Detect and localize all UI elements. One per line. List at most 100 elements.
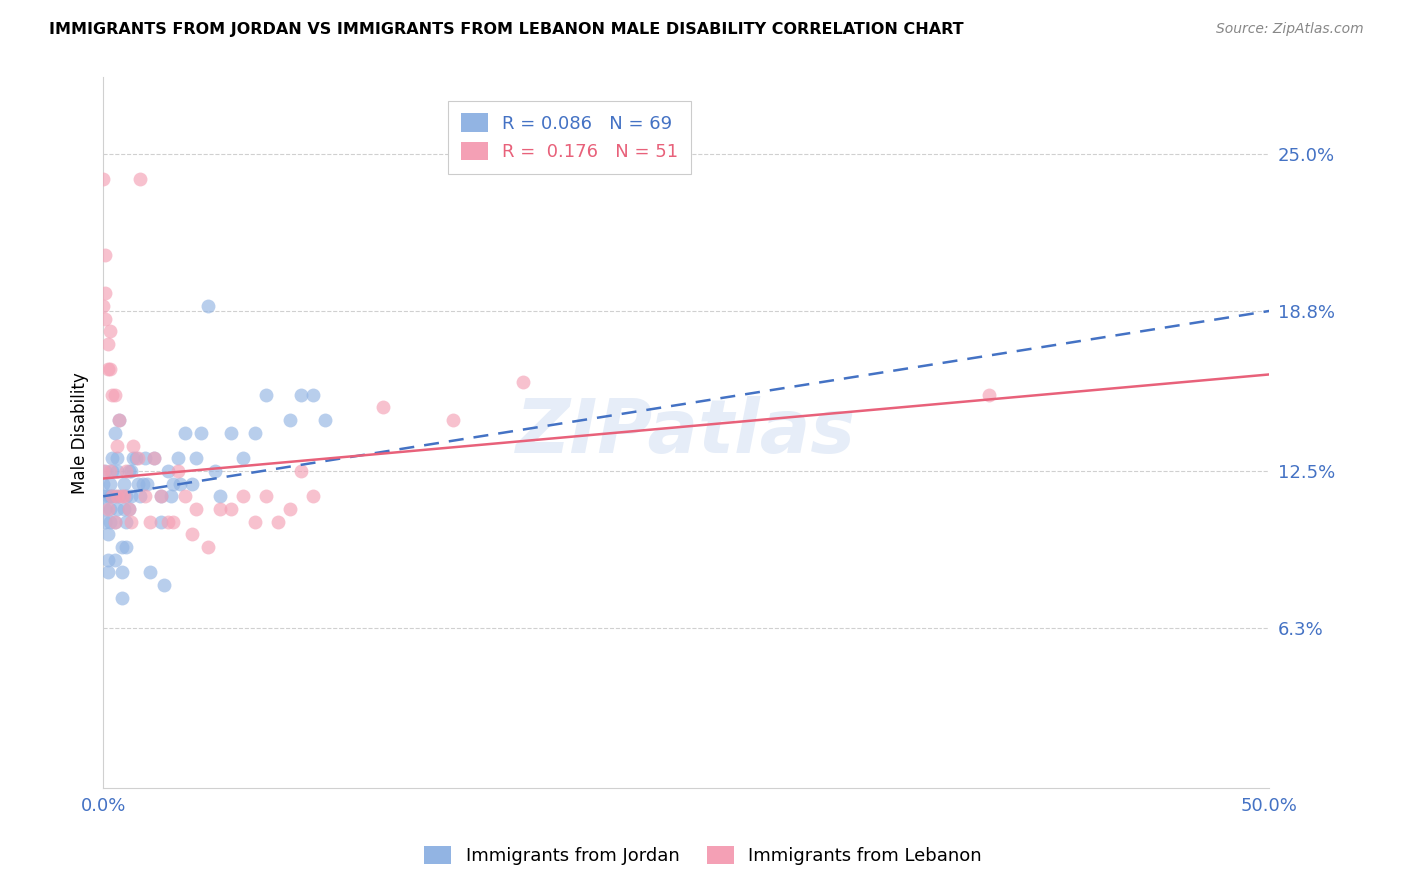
Point [97,337,120,351]
Point [221,425,243,440]
Point [221,502,243,516]
Point [134,489,156,503]
Point [105,464,128,478]
Point [112,476,135,491]
Point [150,515,173,529]
Y-axis label: Male Disability: Male Disability [72,372,89,493]
Point [162,476,184,491]
Text: ZIPatlas: ZIPatlas [516,396,856,469]
Point [94,464,117,478]
Point [118,464,141,478]
Point [180,527,202,541]
Point [122,451,145,466]
Point [98,464,121,478]
Point [111,591,134,605]
Point [115,464,138,478]
Point [371,401,394,415]
Point [512,375,534,389]
Point [190,425,212,440]
Point [120,464,142,478]
Point [278,413,301,427]
Point [152,578,174,592]
Point [104,515,127,529]
Point [112,502,135,516]
Point [157,515,180,529]
Point [108,489,131,503]
Point [129,489,152,503]
Point [105,489,128,503]
Point [267,515,290,529]
Point [97,502,120,516]
Point [97,566,120,580]
Point [129,172,152,186]
Point [101,388,124,402]
Point [132,476,155,491]
Point [136,476,159,491]
Point [143,451,166,466]
Point [115,489,138,503]
Point [979,388,1001,402]
Point [97,362,120,376]
Point [104,388,127,402]
Point [94,286,117,301]
Point [115,515,138,529]
Point [139,566,162,580]
Point [197,540,219,554]
Point [91,299,114,313]
Point [232,451,254,466]
Point [104,489,127,503]
Point [166,464,188,478]
Legend: Immigrants from Jordan, Immigrants from Lebanon: Immigrants from Jordan, Immigrants from … [415,837,991,874]
Point [104,553,127,567]
Point [101,464,124,478]
Point [98,515,121,529]
Point [98,489,121,503]
Point [441,413,464,427]
Point [97,527,120,541]
Point [112,489,135,503]
Point [197,299,219,313]
Point [111,489,134,503]
Point [111,540,134,554]
Point [173,425,195,440]
Point [186,451,208,466]
Point [302,489,325,503]
Point [127,451,149,466]
Point [208,489,231,503]
Text: Source: ZipAtlas.com: Source: ZipAtlas.com [1216,22,1364,37]
Point [97,489,120,503]
Point [98,502,121,516]
Point [243,515,266,529]
Point [143,451,166,466]
Point [125,451,148,466]
Point [180,476,202,491]
Point [91,464,114,478]
Point [111,566,134,580]
Point [104,515,127,529]
Point [204,464,226,478]
Point [101,489,124,503]
Point [150,489,173,503]
Point [120,489,142,503]
Point [118,502,141,516]
Point [91,172,114,186]
Point [91,476,114,491]
Point [98,324,121,338]
Point [162,515,184,529]
Point [98,362,121,376]
Point [243,425,266,440]
Point [254,489,277,503]
Point [290,464,312,478]
Point [157,464,180,478]
Point [108,413,131,427]
Point [208,502,231,516]
Point [94,502,117,516]
Point [94,311,117,326]
Point [108,413,131,427]
Point [101,451,124,466]
Point [150,489,173,503]
Point [186,502,208,516]
Point [105,438,128,452]
Point [105,502,128,516]
Point [302,388,325,402]
